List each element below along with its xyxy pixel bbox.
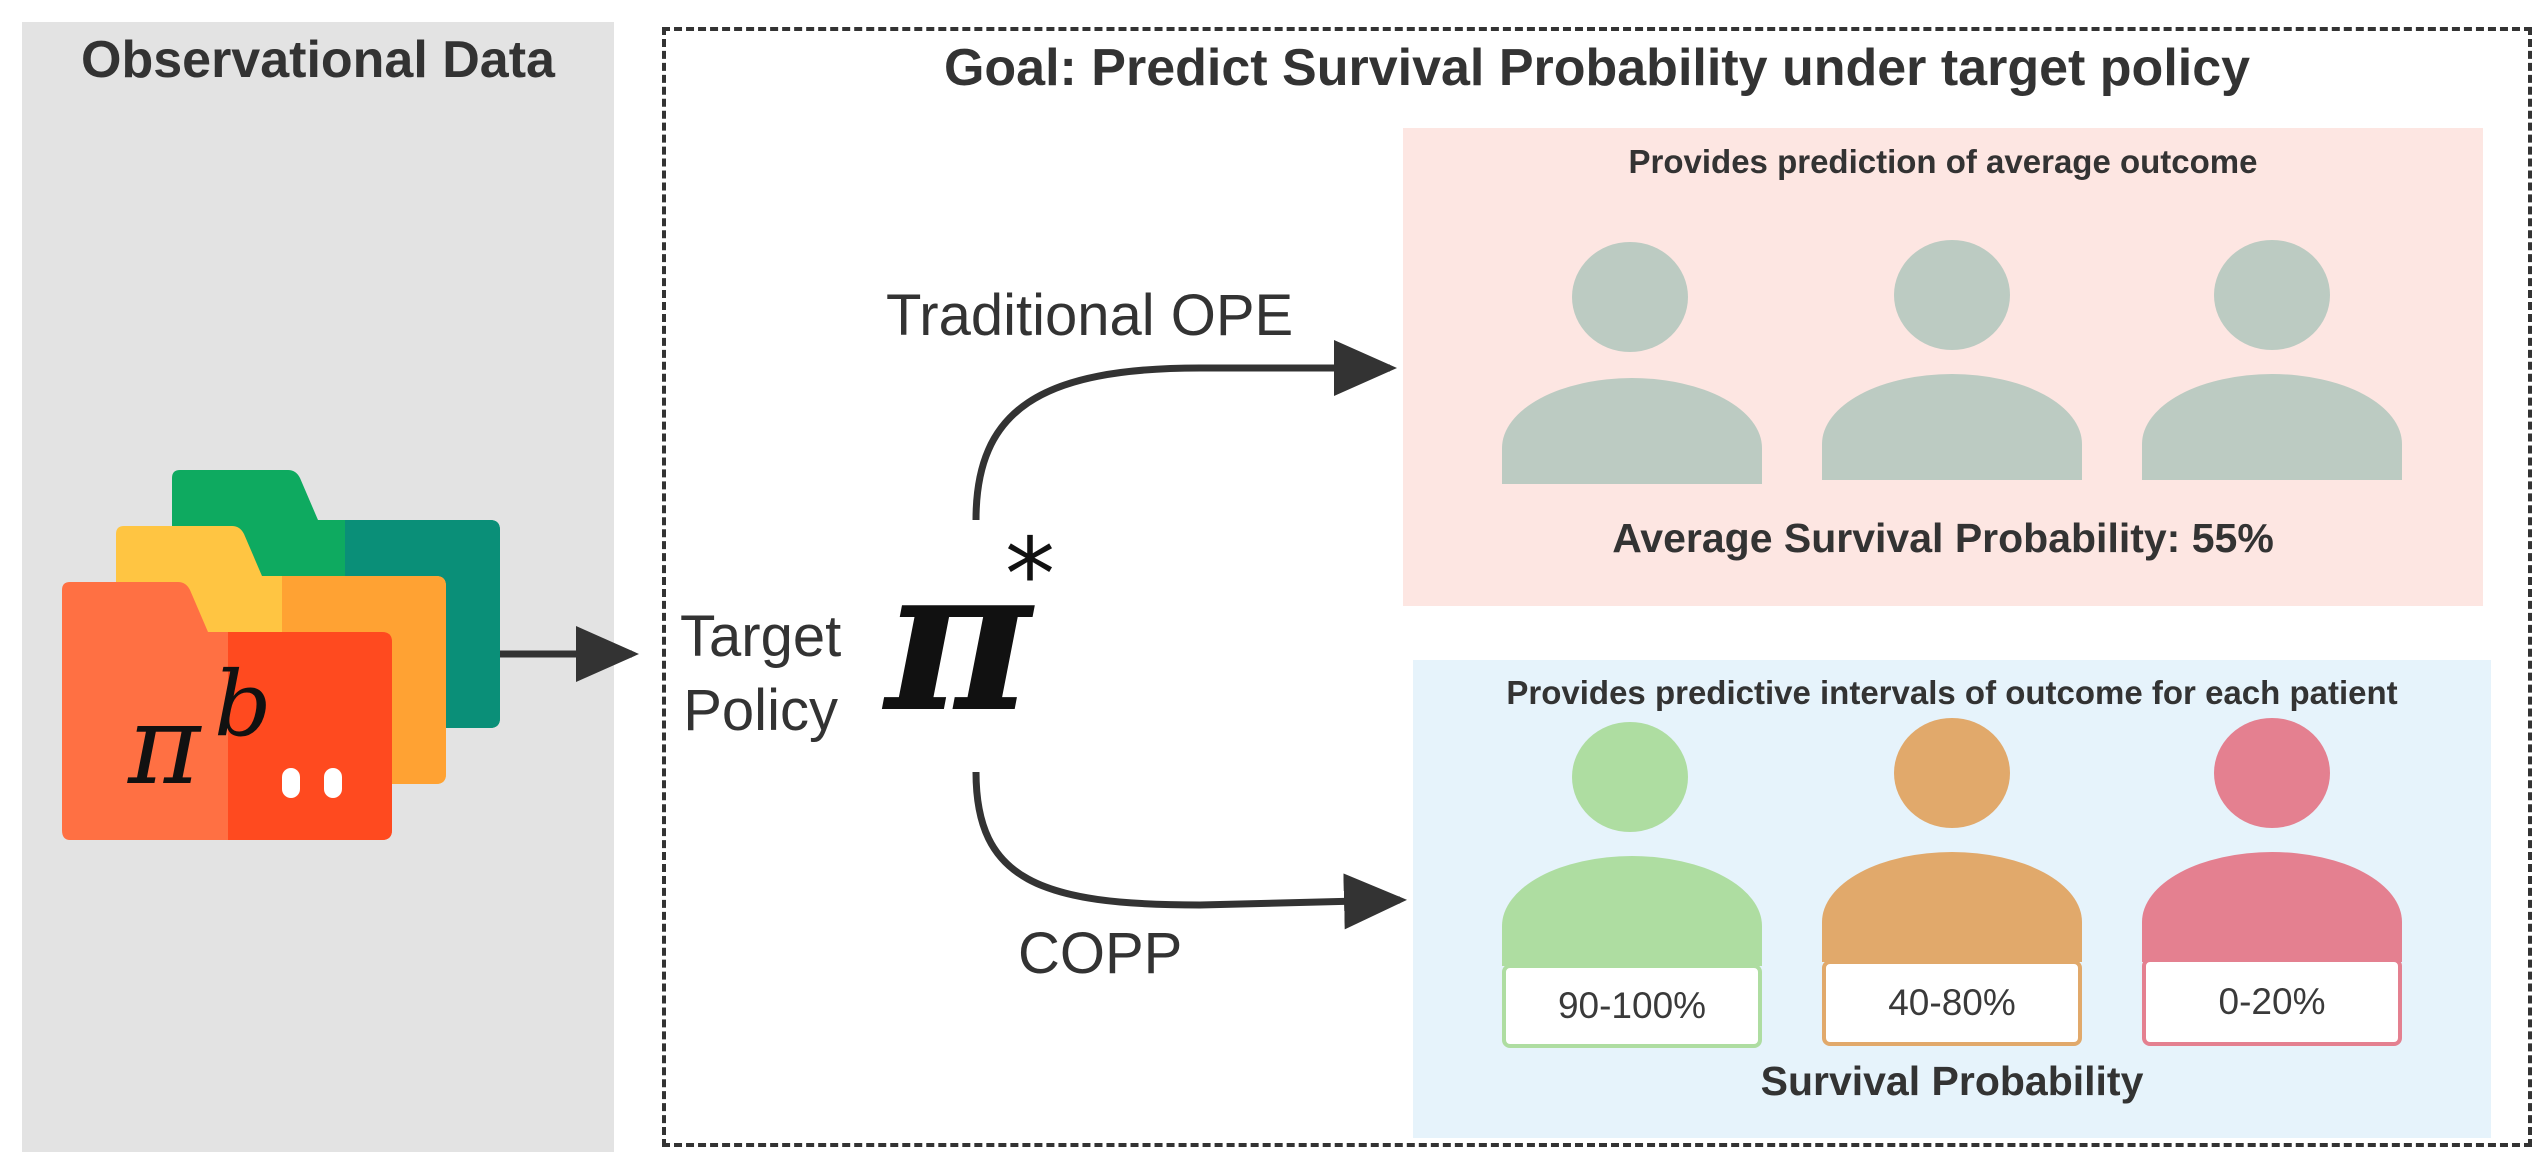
behavior-policy-superscript: b: [214, 652, 272, 757]
target-policy-line2: Policy: [683, 678, 838, 743]
goal-title: Goal: Predict Survival Probability under…: [943, 39, 2251, 97]
copp-interval-2: 40-80%: [1822, 960, 2082, 1046]
traditional-ope-arrow: [972, 340, 1397, 521]
behavior-policy-pi: π: [128, 681, 201, 809]
traditional-ope-label: Traditional OPE: [886, 283, 1294, 348]
ope-result-box: [1403, 128, 2483, 606]
copp-interval-3: 0-20%: [2142, 958, 2402, 1046]
target-policy-label: Target Policy: [680, 600, 841, 748]
observational-data-title: Observational Data: [81, 31, 555, 89]
survival-probability-label: Survival Probability: [1760, 1058, 2144, 1104]
ope-caption: Provides prediction of average outcome: [1628, 143, 2258, 180]
target-policy-pi: π: [885, 522, 1032, 757]
behavior-policy-symbol: π: [128, 690, 200, 800]
target-policy-star: *: [1005, 516, 1055, 633]
folder-front-icon: [62, 582, 392, 840]
copp-caption: Provides predictive intervals of outcome…: [1506, 674, 2398, 711]
copp-interval-1: 90-100%: [1502, 964, 1762, 1048]
average-survival-probability: Average Survival Probability: 55%: [1612, 515, 2274, 561]
copp-arrow: [972, 771, 1407, 930]
goal-frame: [662, 27, 2532, 1147]
target-policy-line1: Target: [680, 604, 842, 669]
copp-label: COPP: [1018, 921, 1183, 986]
